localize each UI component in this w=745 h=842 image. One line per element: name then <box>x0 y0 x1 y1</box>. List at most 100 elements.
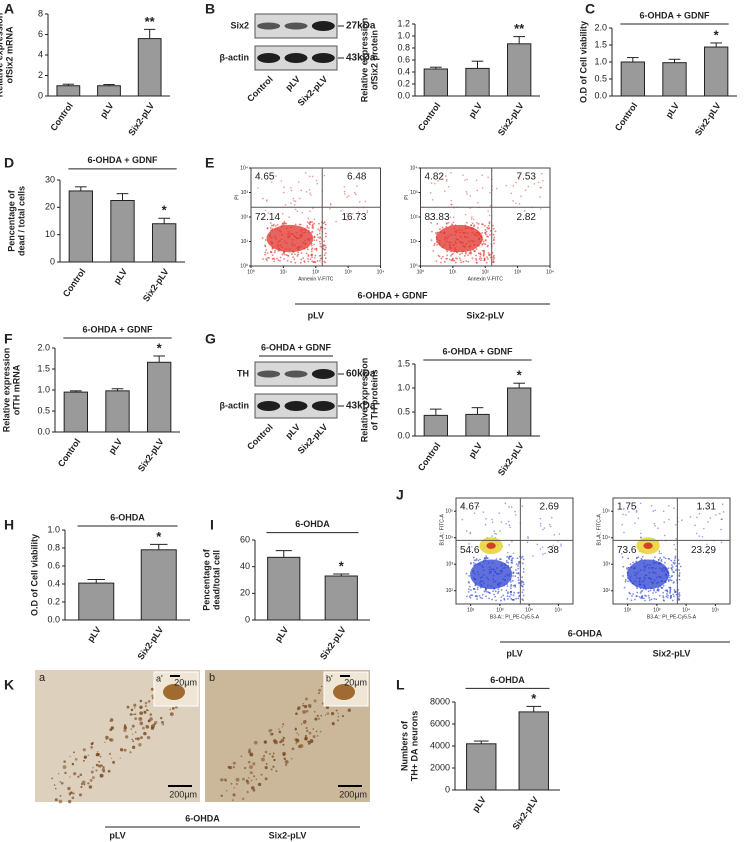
stain <box>141 726 145 730</box>
dot <box>487 224 490 227</box>
stain <box>247 750 252 754</box>
dot <box>434 231 437 234</box>
dot <box>489 230 492 232</box>
dot <box>481 231 483 234</box>
bar <box>466 743 497 791</box>
dot <box>698 513 701 515</box>
dot <box>635 509 638 512</box>
dot <box>493 254 495 257</box>
panel-letter: D <box>4 155 14 171</box>
dot <box>307 227 310 229</box>
dot <box>300 252 303 254</box>
dot <box>506 585 509 588</box>
stain <box>309 739 314 743</box>
x-tick-label: Control <box>245 422 275 452</box>
dot <box>663 534 666 537</box>
dot <box>310 244 313 247</box>
dot <box>654 509 656 512</box>
dot <box>663 556 665 559</box>
y-axis-label: dead / total cells <box>16 186 26 256</box>
stain <box>70 791 73 795</box>
stain <box>313 711 316 713</box>
dot <box>473 218 475 221</box>
dot <box>520 557 523 559</box>
dot <box>274 249 276 252</box>
y-tick-label: 10³ <box>410 190 418 196</box>
stain <box>95 763 99 767</box>
dot <box>488 597 491 600</box>
dot <box>510 561 513 564</box>
stain <box>91 776 95 780</box>
dot <box>638 595 641 598</box>
dot <box>722 511 725 513</box>
stain <box>337 715 340 718</box>
dot <box>477 559 480 562</box>
dot <box>506 595 509 598</box>
dot <box>471 594 474 597</box>
dot <box>462 174 464 176</box>
dot <box>466 551 468 553</box>
dot <box>257 187 259 189</box>
dot <box>521 598 524 601</box>
dot <box>462 260 465 263</box>
stain <box>248 765 253 769</box>
dot <box>284 204 287 206</box>
dot <box>667 567 670 570</box>
dot <box>301 211 303 214</box>
stain <box>312 728 315 730</box>
dot <box>343 193 346 195</box>
stain <box>96 751 99 753</box>
dot <box>625 514 627 516</box>
dot <box>515 202 517 205</box>
dot <box>625 567 628 570</box>
dot <box>312 223 314 226</box>
stain <box>305 726 308 730</box>
plot-frame <box>612 497 731 605</box>
dot <box>274 224 277 227</box>
y-tick-label: 1.0 <box>397 30 410 40</box>
dot <box>346 196 348 198</box>
dot <box>644 594 646 597</box>
x-tick-label: pLV <box>273 625 291 644</box>
dot <box>307 257 309 260</box>
dot <box>294 261 297 264</box>
stain <box>145 724 147 727</box>
dot <box>316 182 318 185</box>
bracket-label: 6-OHDA <box>490 675 525 685</box>
dot <box>624 548 627 551</box>
dot <box>669 597 672 599</box>
dot <box>485 261 488 264</box>
dot <box>678 591 681 594</box>
dot <box>257 174 260 177</box>
dot <box>539 525 542 527</box>
dot <box>675 537 678 540</box>
dot <box>309 258 312 261</box>
dot <box>524 215 527 217</box>
dot <box>348 218 351 221</box>
dot <box>541 546 544 549</box>
dot <box>620 552 623 555</box>
y-tick-label: 0.2 <box>47 596 60 606</box>
bar <box>518 711 549 791</box>
dot <box>461 252 463 255</box>
dot <box>492 233 495 236</box>
stain <box>107 769 111 773</box>
dot <box>314 254 317 257</box>
stain <box>270 729 273 732</box>
y-tick-label: 0.0 <box>47 614 60 624</box>
dot <box>269 227 272 229</box>
y-tick-label: 10¹ <box>241 239 249 245</box>
dot <box>669 576 671 579</box>
dot <box>521 505 524 507</box>
stain <box>308 731 312 735</box>
dot <box>311 225 314 227</box>
stain <box>161 721 164 724</box>
stain <box>233 786 236 789</box>
dot <box>264 209 267 212</box>
stain <box>73 751 75 754</box>
stain <box>82 748 86 752</box>
stain <box>95 769 98 772</box>
quadrant-value: 38 <box>548 545 560 556</box>
y-tick-label: 0 <box>445 784 450 794</box>
stain <box>74 757 78 761</box>
